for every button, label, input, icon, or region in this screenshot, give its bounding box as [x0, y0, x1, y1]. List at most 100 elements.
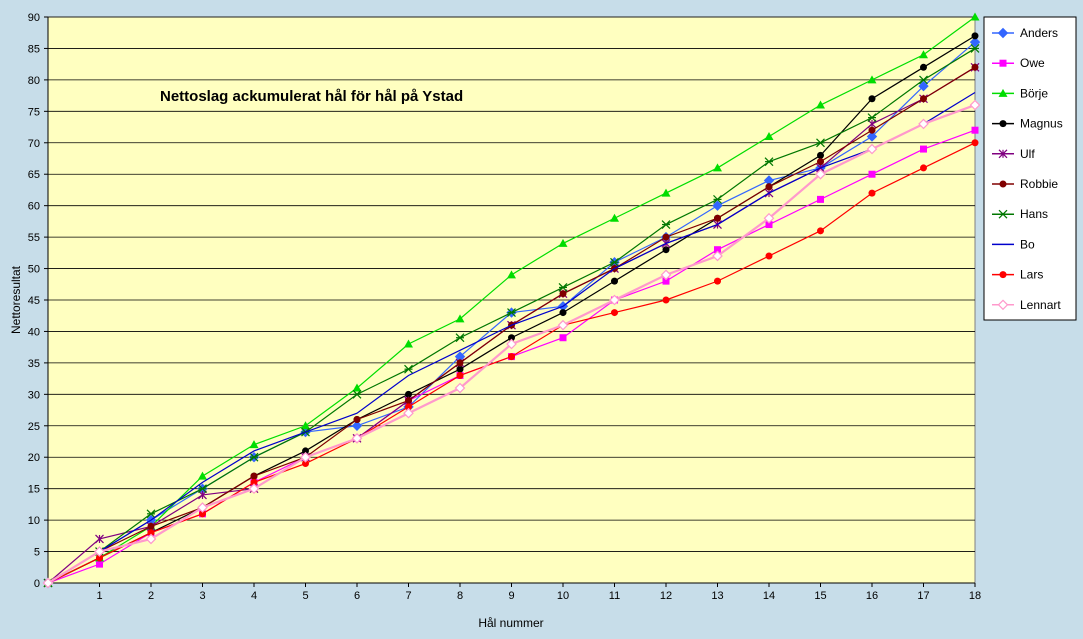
- x-tick-label: 8: [457, 590, 463, 602]
- data-point: [146, 509, 156, 519]
- y-tick-label: 10: [28, 515, 40, 527]
- data-point: [507, 270, 516, 279]
- y-tick-label: 45: [28, 295, 40, 307]
- data-point: [145, 533, 157, 545]
- data-point: [714, 214, 721, 222]
- legend-label: Bo: [1020, 237, 1035, 251]
- legend-item-b-rje: Börje: [992, 86, 1048, 100]
- data-point: [609, 294, 620, 306]
- data-point: [920, 145, 927, 153]
- data-point: [302, 447, 309, 455]
- data-point: [456, 359, 464, 367]
- data-point: [42, 577, 54, 589]
- data-point: [351, 433, 363, 444]
- x-tick-label: 11: [609, 590, 620, 602]
- data-point: [969, 36, 981, 48]
- data-point: [250, 472, 258, 480]
- y-tick-label: 85: [28, 43, 40, 55]
- x-tick-label: 7: [405, 590, 411, 602]
- data-point: [920, 95, 927, 103]
- data-point: [764, 157, 774, 167]
- data-point: [714, 246, 721, 254]
- x-tick-label: 10: [557, 590, 569, 602]
- data-point: [558, 282, 568, 292]
- data-point: [868, 95, 876, 103]
- data-point: [506, 338, 517, 350]
- data-point: [660, 269, 672, 281]
- data-point: [250, 478, 258, 486]
- series-group: [42, 12, 981, 589]
- data-point: [404, 364, 413, 374]
- legend-item-anders: Anders: [992, 26, 1058, 40]
- data-point: [919, 50, 928, 59]
- data-point: [300, 451, 311, 463]
- data-point: [999, 271, 1007, 279]
- data-point: [713, 194, 722, 204]
- legend: Anders Owe Börje Magnus Ulf Robbie Hans Bo Lars L…: [983, 16, 1077, 321]
- x-tick-label: 4: [251, 590, 257, 602]
- y-tick-label: 25: [28, 421, 40, 433]
- data-point: [95, 534, 104, 544]
- data-point: [999, 120, 1007, 128]
- x-tick-label: 9: [508, 590, 514, 602]
- y-tick-label: 30: [28, 389, 40, 401]
- data-point: [403, 407, 414, 419]
- legend-label: Lars: [1020, 268, 1043, 282]
- data-point: [508, 353, 515, 361]
- legend-item-ulf: Ulf: [992, 147, 1035, 161]
- data-point: [147, 529, 155, 537]
- data-point: [918, 80, 929, 92]
- y-tick-label: 15: [28, 484, 40, 496]
- data-point: [868, 170, 876, 178]
- data-point: [971, 63, 979, 71]
- legend-item-robbie: Robbie: [992, 177, 1058, 191]
- data-point: [816, 100, 825, 109]
- data-point: [817, 151, 824, 159]
- data-point: [817, 158, 824, 166]
- y-tick-label: 75: [28, 106, 40, 118]
- data-point: [919, 75, 928, 85]
- data-point: [405, 390, 412, 398]
- y-tick-label: 20: [28, 452, 40, 464]
- legend-item-lars: Lars: [992, 268, 1043, 282]
- data-point: [765, 252, 773, 260]
- data-point: [971, 126, 979, 134]
- legend-item-hans: Hans: [992, 207, 1048, 221]
- data-point: [817, 195, 824, 203]
- data-point: [999, 180, 1007, 188]
- data-point: [352, 389, 362, 399]
- data-point: [456, 365, 464, 373]
- data-point: [867, 113, 877, 123]
- series-hans: [43, 44, 980, 588]
- data-point: [454, 382, 466, 394]
- x-tick-label: 3: [199, 590, 205, 602]
- data-point: [611, 309, 618, 317]
- data-point: [508, 334, 515, 342]
- data-point: [866, 143, 878, 155]
- x-tick-label: 18: [969, 590, 981, 602]
- data-point: [353, 415, 361, 423]
- x-tick-label: 1: [96, 590, 102, 602]
- x-tick-label: 14: [763, 590, 775, 602]
- data-point: [404, 339, 413, 348]
- data-point: [763, 212, 775, 224]
- data-point: [559, 290, 567, 298]
- data-point: [714, 277, 721, 285]
- data-point: [713, 163, 722, 172]
- x-tick-label: 16: [866, 590, 878, 602]
- legend-item-magnus: Magnus: [992, 117, 1063, 131]
- data-point: [918, 118, 929, 130]
- data-point: [351, 420, 363, 431]
- data-point: [815, 168, 826, 180]
- x-tick-label: 17: [917, 590, 929, 602]
- x-tick-label: 6: [354, 590, 360, 602]
- data-point: [96, 554, 103, 562]
- data-point: [507, 308, 516, 318]
- y-tick-label: 50: [28, 264, 40, 276]
- x-tick-label: 15: [814, 590, 826, 602]
- x-tick-label: 2: [148, 590, 154, 602]
- data-point: [866, 131, 878, 142]
- data-point: [662, 246, 670, 254]
- legend-label: Magnus: [1020, 117, 1063, 131]
